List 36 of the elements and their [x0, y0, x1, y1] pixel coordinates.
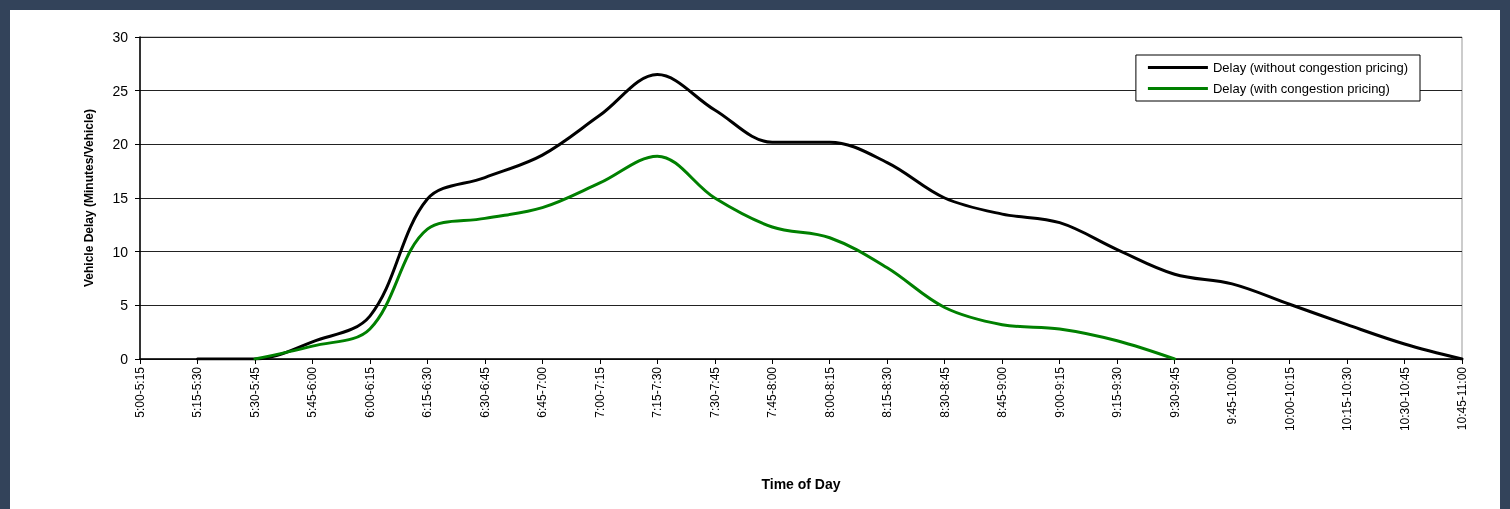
y-tick-label: 30 [112, 29, 129, 45]
y-tick-label: 20 [112, 136, 129, 153]
y-tick-label: 25 [112, 82, 129, 99]
x-tick-label: 8:15-8:30 [880, 366, 895, 418]
x-tick-label: 9:15-9:30 [1110, 366, 1125, 418]
x-tick-label: 7:45-8:00 [765, 366, 780, 418]
x-tick-label: 8:45-9:00 [995, 366, 1010, 418]
x-tick-label: 10:00-10:15 [1282, 366, 1297, 432]
x-tick-label: 10:15-10:30 [1340, 366, 1355, 432]
legend-label: Delay (with congestion pricing) [1212, 81, 1390, 96]
x-tick-label: 6:15-6:30 [420, 366, 435, 418]
x-tick-label: 6:30-6:45 [477, 366, 492, 418]
x-tick-label: 6:45-7:00 [535, 366, 550, 418]
y-tick-label: 10 [112, 243, 129, 260]
line-series [253, 154, 1177, 361]
y-tick-label: 15 [112, 190, 129, 206]
x-tick-label: 5:30-5:45 [247, 366, 262, 418]
x-tick-label: 6:00-6:15 [362, 366, 377, 418]
x-tick-label: 9:00-9:15 [1052, 366, 1067, 418]
x-tick-label: 10:45-11:00 [1455, 366, 1469, 431]
x-tick-label: 9:30-9:45 [1167, 366, 1182, 418]
x-tick-label: 10:30-10:45 [1397, 366, 1412, 432]
x-axis-title: Time of Day [761, 476, 841, 492]
x-tick-label: 8:00-8:15 [822, 366, 837, 418]
x-tick-label: 5:00-5:15 [133, 366, 147, 418]
x-tick-label: 9:45-10:00 [1225, 366, 1240, 425]
x-tick-label: 7:00-7:15 [592, 366, 607, 418]
legend-label: Delay (without congestion pricing) [1212, 60, 1409, 75]
y-tick-label: 0 [120, 351, 129, 367]
x-tick-label: 8:30-8:45 [937, 366, 952, 418]
y-tick-label: 5 [120, 297, 129, 314]
x-tick-label: 5:15-5:30 [190, 366, 205, 418]
x-tick-label: 7:15-7:30 [650, 366, 665, 418]
x-tick-label: 5:45-6:00 [305, 366, 320, 418]
x-tick-label: 7:30-7:45 [707, 366, 722, 418]
y-axis-title: Vehicle Delay (Minutes/Vehicle) [82, 108, 96, 288]
